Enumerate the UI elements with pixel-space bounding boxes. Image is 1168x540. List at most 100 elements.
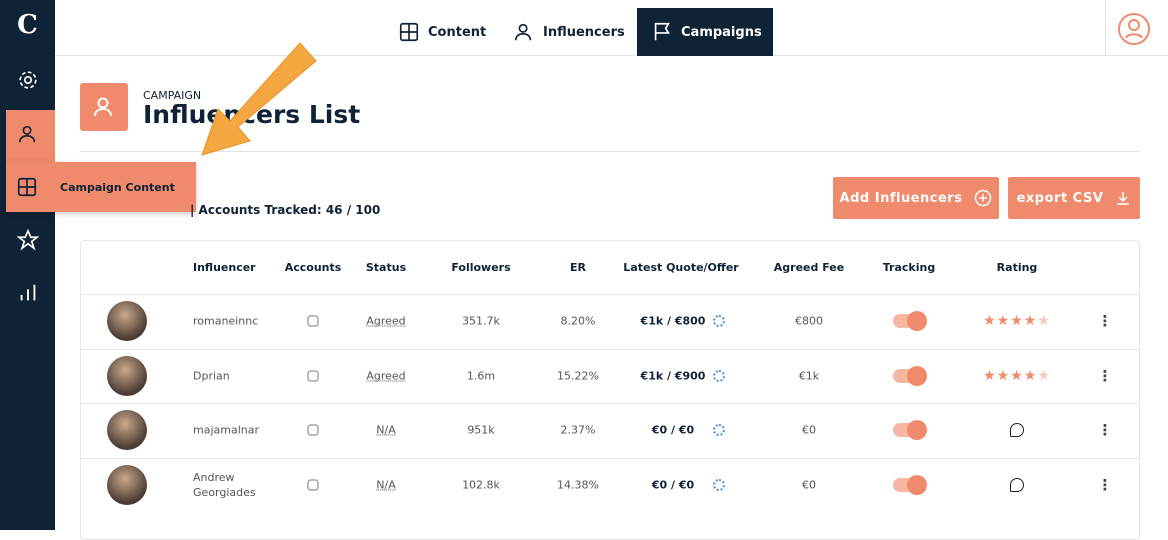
tracking-toggle[interactable] [893, 369, 925, 383]
row-border [81, 403, 1139, 404]
icon [80, 83, 128, 131]
agreed-fee: €1k [799, 369, 819, 382]
quote-settings[interactable] [713, 370, 725, 382]
nav-influencers[interactable]: Influencers [513, 8, 625, 56]
settings-icon[interactable] [17, 69, 39, 91]
influencers-icon[interactable] [17, 123, 39, 145]
nav-label: Content [428, 25, 486, 40]
quote: €0 / €0 [652, 478, 694, 491]
row-border [81, 349, 1139, 350]
quote-settings[interactable] [713, 315, 725, 327]
star: ★ [997, 368, 1011, 384]
influencer-name: Andrew Georgiades [193, 470, 273, 500]
nav-icon [513, 21, 535, 43]
quote: €1k / €900 [641, 369, 706, 382]
toggle-knob [907, 420, 927, 440]
tooltip-text: Campaign Content [60, 181, 175, 194]
row-menu[interactable]: ⋮ [1098, 476, 1113, 494]
row-menu[interactable]: ⋮ [1098, 421, 1113, 439]
analytics-icon[interactable] [17, 282, 39, 304]
row-border [81, 294, 1139, 295]
engagement-rate: 8.20% [561, 315, 596, 328]
column-header: Followers [451, 261, 510, 274]
nav-label: Campaigns [681, 25, 762, 40]
star: ★ [983, 368, 997, 384]
star: ★ [1024, 313, 1038, 329]
column-header: Status [366, 261, 406, 274]
summary: | Accounts Tracked: 46 / 100 [190, 203, 380, 217]
star-icon[interactable] [17, 229, 39, 251]
header-icon [80, 83, 128, 131]
comment-icon[interactable] [1010, 423, 1024, 437]
quote-settings[interactable] [713, 479, 725, 491]
plus-icon [974, 189, 992, 207]
followers: 951k [467, 424, 494, 437]
row-menu[interactable]: ⋮ [1098, 367, 1113, 385]
button-label: Add Influencers [840, 191, 963, 206]
nav-icon [651, 21, 673, 43]
toggle-knob [907, 366, 927, 386]
account-icon [308, 370, 319, 381]
account-icon [308, 316, 319, 327]
content-icon [16, 176, 38, 198]
tracking-toggle[interactable] [893, 423, 925, 437]
column-header: Latest Quote/Offer [623, 261, 738, 274]
quote: €1k / €800 [641, 315, 706, 328]
avatar [107, 301, 147, 341]
toggle-knob [907, 475, 927, 495]
star: ★ [983, 313, 997, 329]
status: Agreed [366, 369, 405, 382]
star: ★ [1010, 368, 1024, 384]
avatar [107, 410, 147, 450]
add-influencers-button[interactable]: Add Influencers [833, 177, 999, 219]
nav-label: Influencers [543, 25, 625, 40]
avatar [107, 465, 147, 505]
nav-icon [398, 21, 420, 43]
sidebar: C [0, 0, 55, 530]
star: ★ [1037, 368, 1051, 384]
tooltip: Campaign Content [6, 162, 196, 212]
download-icon [1115, 190, 1131, 206]
star: ★ [1037, 313, 1051, 329]
engagement-rate: 15.22% [557, 369, 599, 382]
engagement-rate: 2.37% [561, 424, 596, 437]
button-label: export CSV [1017, 191, 1104, 206]
toggle-knob [907, 311, 927, 331]
status: Agreed [366, 315, 405, 328]
followers: 102.8k [462, 478, 500, 491]
tracking-toggle[interactable] [893, 478, 925, 492]
rating: ★★★★★ [983, 368, 1051, 384]
profile-avatar[interactable] [1117, 12, 1151, 46]
divider [1105, 0, 1106, 56]
agreed-fee: €800 [795, 315, 823, 328]
star: ★ [1024, 368, 1038, 384]
account-icon [308, 425, 319, 436]
column-header: Agreed Fee [774, 261, 844, 274]
followers: 351.7k [462, 315, 500, 328]
followers: 1.6m [467, 369, 495, 382]
annotation-arrow [180, 35, 340, 165]
quote-settings[interactable] [713, 424, 725, 436]
comment-icon[interactable] [1010, 478, 1024, 492]
nav-content[interactable]: Content [398, 8, 486, 56]
quote: €0 / €0 [652, 424, 694, 437]
column-header: Rating [997, 261, 1038, 274]
column-header: Accounts [285, 261, 342, 274]
column-header: Tracking [883, 261, 935, 274]
rating: ★★★★★ [983, 313, 1051, 329]
status: N/A [376, 478, 395, 491]
row-border [81, 458, 1139, 459]
nav-campaigns[interactable]: Campaigns [637, 8, 773, 56]
agreed-fee: €0 [802, 478, 816, 491]
influencer-name: majamalnar [193, 423, 273, 438]
status: N/A [376, 424, 395, 437]
export-csv-button[interactable]: export CSV [1008, 177, 1140, 219]
tracking-toggle[interactable] [893, 314, 925, 328]
table: Influencer Accounts Status Followers ER Lates… [80, 240, 1140, 540]
column-header: ER [570, 261, 586, 274]
row-menu[interactable]: ⋮ [1098, 312, 1113, 330]
logo[interactable]: C [0, 10, 55, 40]
column-header: Influencer [193, 261, 256, 274]
account-icon [308, 479, 319, 490]
